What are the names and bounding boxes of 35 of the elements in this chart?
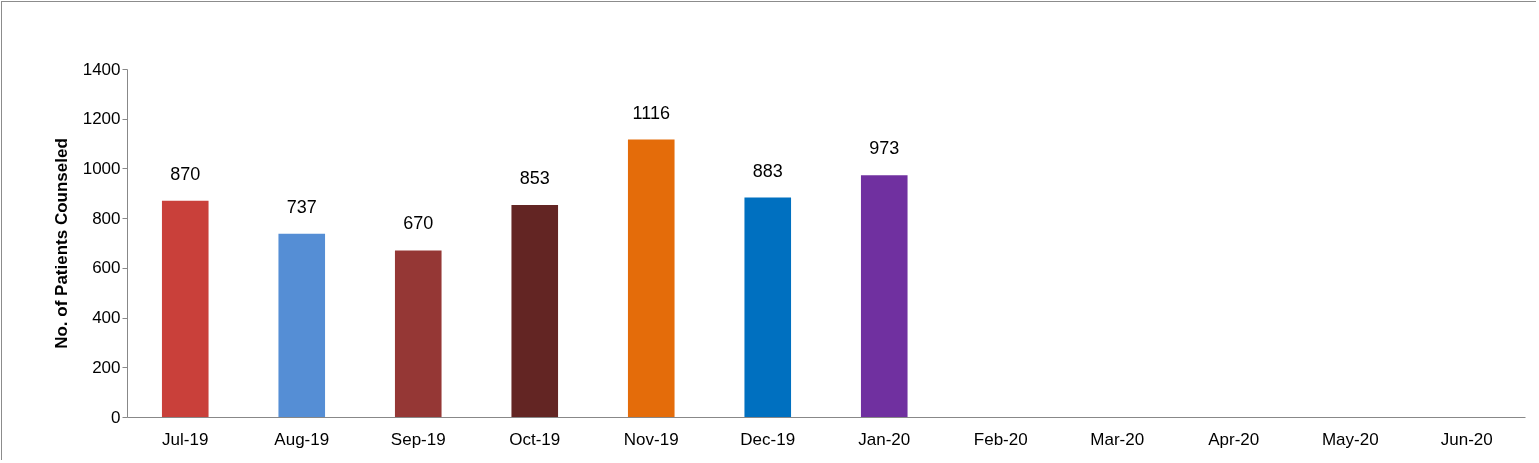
bar <box>627 139 675 417</box>
y-tick-label: 1200 <box>82 109 121 129</box>
bar <box>744 197 792 417</box>
bar <box>161 200 209 417</box>
x-tick-label: Apr-20 <box>1208 429 1260 449</box>
x-tick-label: Jul-19 <box>162 429 209 449</box>
y-tick-label: 1400 <box>82 59 121 79</box>
y-tick-label: 1000 <box>82 158 121 178</box>
data-label: 737 <box>286 196 317 217</box>
bar <box>511 204 559 417</box>
x-tick-label: Aug-19 <box>274 429 330 449</box>
x-tick-label: May-20 <box>1321 429 1379 449</box>
bar <box>394 250 442 417</box>
bar <box>278 233 326 417</box>
data-label: 853 <box>519 167 550 188</box>
y-tick-label: 800 <box>92 208 121 228</box>
y-tick-label: 0 <box>111 407 121 427</box>
x-tick-label: Feb-20 <box>973 429 1028 449</box>
data-label: 870 <box>170 163 201 184</box>
x-tick-label: Oct-19 <box>509 429 561 449</box>
x-tick-label: Nov-19 <box>623 429 679 449</box>
x-tick-label: Jun-20 <box>1440 429 1493 449</box>
y-tick-label: 600 <box>92 258 121 278</box>
y-tick-label: 200 <box>92 357 121 377</box>
x-tick-label: Mar-20 <box>1090 429 1145 449</box>
bar <box>860 175 908 417</box>
x-tick-label: Sep-19 <box>390 429 446 449</box>
x-tick-label: Dec-19 <box>740 429 796 449</box>
y-tick-label: 400 <box>92 308 121 328</box>
x-tick-label: Jan-20 <box>858 429 911 449</box>
data-label: 670 <box>403 213 434 234</box>
data-label: 883 <box>752 160 783 181</box>
data-label: 1116 <box>632 102 670 123</box>
data-label: 973 <box>869 138 900 159</box>
y-axis-title: No. of Patients Counseled <box>51 138 71 349</box>
